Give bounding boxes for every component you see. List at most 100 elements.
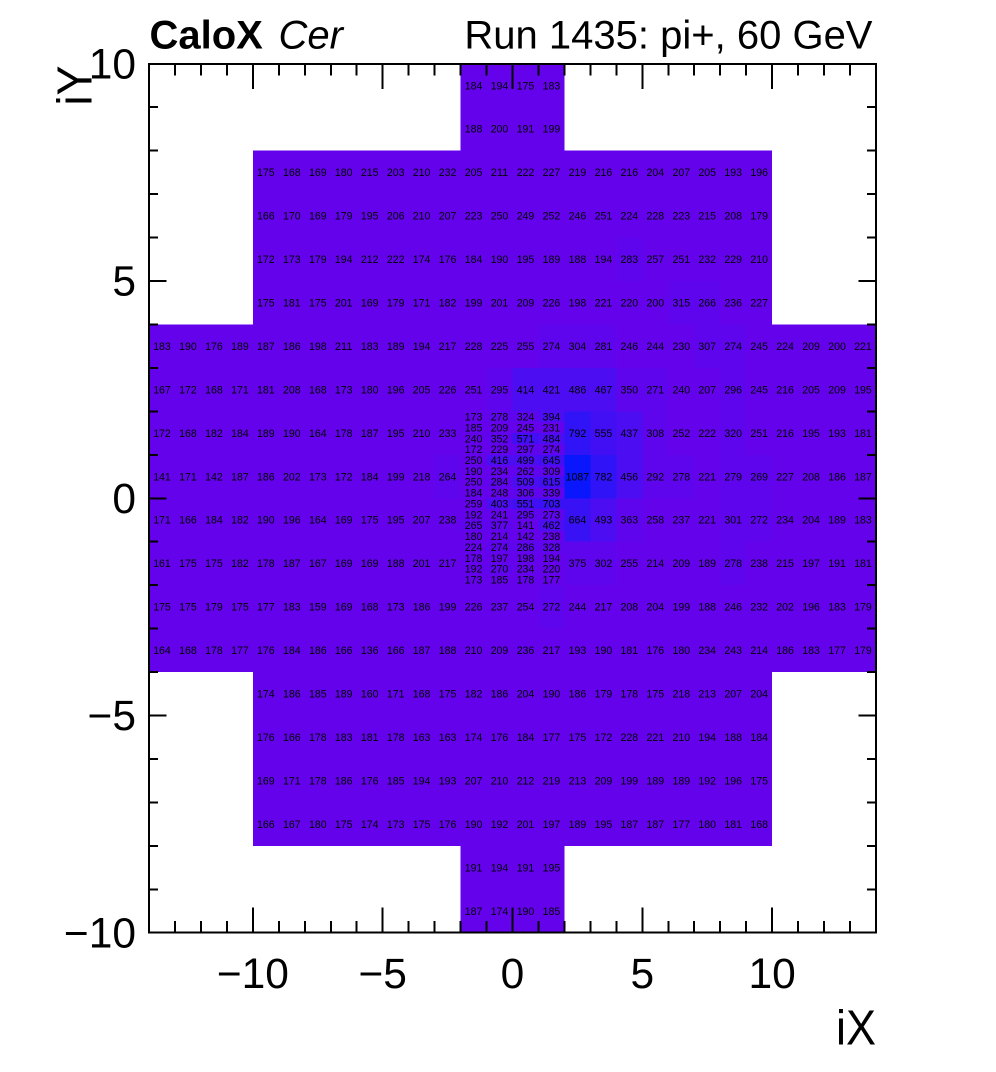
svg-text:350: 350 xyxy=(621,384,639,396)
svg-text:199: 199 xyxy=(387,471,405,483)
svg-text:194: 194 xyxy=(335,254,353,266)
svg-text:278: 278 xyxy=(724,558,742,570)
svg-text:173: 173 xyxy=(465,412,483,424)
svg-text:171: 171 xyxy=(231,384,249,396)
svg-text:456: 456 xyxy=(621,471,639,483)
svg-text:224: 224 xyxy=(776,341,794,353)
svg-text:168: 168 xyxy=(179,428,197,440)
svg-text:295: 295 xyxy=(491,384,509,396)
svg-text:217: 217 xyxy=(543,645,561,657)
svg-text:177: 177 xyxy=(828,645,846,657)
svg-text:193: 193 xyxy=(724,167,742,179)
svg-text:200: 200 xyxy=(647,298,665,310)
svg-text:216: 216 xyxy=(776,428,794,440)
svg-text:166: 166 xyxy=(283,732,301,744)
svg-text:176: 176 xyxy=(439,819,457,831)
svg-text:189: 189 xyxy=(257,428,275,440)
svg-text:196: 196 xyxy=(724,775,742,787)
svg-text:237: 237 xyxy=(491,602,509,614)
svg-text:234: 234 xyxy=(776,515,794,527)
svg-text:214: 214 xyxy=(647,558,665,570)
svg-text:286: 286 xyxy=(517,542,535,554)
svg-text:192: 192 xyxy=(465,564,483,576)
svg-text:226: 226 xyxy=(465,602,483,614)
svg-text:166: 166 xyxy=(257,211,275,223)
svg-text:178: 178 xyxy=(257,558,275,570)
svg-text:236: 236 xyxy=(724,298,742,310)
svg-text:171: 171 xyxy=(179,471,197,483)
svg-text:222: 222 xyxy=(698,428,716,440)
svg-text:178: 178 xyxy=(465,553,483,565)
svg-text:269: 269 xyxy=(750,471,768,483)
svg-text:278: 278 xyxy=(673,471,691,483)
svg-text:273: 273 xyxy=(543,509,561,521)
svg-text:175: 175 xyxy=(439,689,457,701)
svg-text:281: 281 xyxy=(595,341,613,353)
svg-text:184: 184 xyxy=(361,471,379,483)
svg-text:187: 187 xyxy=(231,471,249,483)
svg-text:184: 184 xyxy=(205,515,223,527)
svg-text:175: 175 xyxy=(257,298,275,310)
svg-text:189: 189 xyxy=(543,254,561,266)
svg-text:234: 234 xyxy=(698,645,716,657)
svg-text:164: 164 xyxy=(309,428,327,440)
svg-text:172: 172 xyxy=(179,384,197,396)
svg-text:10: 10 xyxy=(89,41,136,88)
svg-text:176: 176 xyxy=(205,341,223,353)
svg-text:255: 255 xyxy=(517,341,535,353)
svg-text:226: 226 xyxy=(439,384,457,396)
svg-text:307: 307 xyxy=(698,341,716,353)
svg-text:161: 161 xyxy=(153,558,171,570)
svg-text:176: 176 xyxy=(491,732,509,744)
svg-text:187: 187 xyxy=(854,471,872,483)
svg-text:201: 201 xyxy=(335,298,353,310)
svg-text:245: 245 xyxy=(750,341,768,353)
svg-text:185: 185 xyxy=(465,422,483,434)
svg-text:183: 183 xyxy=(153,341,171,353)
svg-text:177: 177 xyxy=(673,819,691,831)
svg-text:1087: 1087 xyxy=(566,471,590,483)
svg-text:212: 212 xyxy=(517,775,535,787)
svg-text:0: 0 xyxy=(112,476,136,523)
svg-text:202: 202 xyxy=(283,471,301,483)
svg-text:183: 183 xyxy=(854,515,872,527)
svg-text:169: 169 xyxy=(335,558,353,570)
svg-text:198: 198 xyxy=(517,553,535,565)
svg-text:198: 198 xyxy=(569,298,587,310)
svg-text:243: 243 xyxy=(724,645,742,657)
svg-text:258: 258 xyxy=(647,515,665,527)
svg-text:377: 377 xyxy=(491,520,509,532)
svg-text:179: 179 xyxy=(205,602,223,614)
svg-text:210: 210 xyxy=(413,211,431,223)
svg-text:168: 168 xyxy=(179,645,197,657)
svg-text:190: 190 xyxy=(257,515,275,527)
svg-text:209: 209 xyxy=(491,645,509,657)
svg-text:551: 551 xyxy=(517,499,535,511)
svg-text:246: 246 xyxy=(569,211,587,223)
svg-text:264: 264 xyxy=(439,471,457,483)
svg-text:210: 210 xyxy=(413,167,431,179)
svg-text:232: 232 xyxy=(750,602,768,614)
svg-text:189: 189 xyxy=(673,775,691,787)
svg-text:214: 214 xyxy=(750,645,768,657)
svg-text:193: 193 xyxy=(569,645,587,657)
svg-text:187: 187 xyxy=(361,428,379,440)
svg-text:181: 181 xyxy=(361,732,379,744)
svg-text:493: 493 xyxy=(595,515,613,527)
svg-text:182: 182 xyxy=(231,558,249,570)
svg-text:467: 467 xyxy=(595,384,613,396)
svg-text:214: 214 xyxy=(491,531,509,543)
svg-text:186: 186 xyxy=(413,602,431,614)
svg-text:173: 173 xyxy=(283,254,301,266)
svg-text:257: 257 xyxy=(647,254,665,266)
svg-text:217: 217 xyxy=(595,602,613,614)
svg-text:168: 168 xyxy=(413,689,431,701)
svg-text:188: 188 xyxy=(724,732,742,744)
svg-text:221: 221 xyxy=(595,298,613,310)
svg-text:234: 234 xyxy=(491,466,509,478)
svg-text:181: 181 xyxy=(854,558,872,570)
svg-text:218: 218 xyxy=(413,471,431,483)
svg-text:182: 182 xyxy=(465,689,483,701)
svg-text:173: 173 xyxy=(309,471,327,483)
svg-text:174: 174 xyxy=(491,906,509,918)
